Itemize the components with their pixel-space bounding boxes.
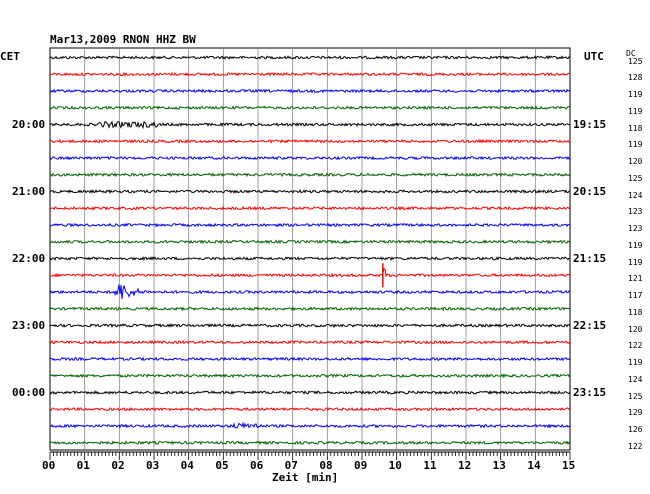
- dc-offset-label: 125: [628, 391, 643, 401]
- dc-offset-label: 124: [628, 190, 643, 200]
- trace-line: [49, 323, 571, 328]
- trace-line: [49, 339, 571, 345]
- dc-offset-label: 129: [628, 408, 643, 418]
- plot-frame: [49, 47, 571, 451]
- trace-line: [49, 390, 571, 395]
- right-timezone-label: UTC: [584, 50, 604, 63]
- x-tick-label: 15: [562, 459, 576, 472]
- trace-line: [49, 138, 571, 144]
- x-tick-label: 05: [215, 459, 229, 472]
- trace-line: [49, 306, 571, 312]
- trace-line: [49, 256, 571, 261]
- x-tick-label: 04: [180, 459, 194, 472]
- x-tick-label: 13: [492, 459, 506, 472]
- left-timezone-label: CET: [0, 50, 20, 63]
- trace-line: [49, 356, 571, 362]
- dc-offset-label: 119: [628, 358, 643, 367]
- dc-offset-label: 119: [628, 106, 643, 116]
- chart-title: Mar13,2009 RNON HHZ BW: [50, 33, 196, 46]
- x-tick-label: 02: [111, 459, 125, 472]
- dc-offset-label: 123: [628, 224, 643, 233]
- x-tick-label: 01: [76, 459, 90, 472]
- left-time-label: 22:00: [12, 251, 46, 265]
- trace-line: [49, 284, 571, 300]
- x-tick-label: 06: [250, 459, 264, 472]
- dc-offset-label: 126: [628, 425, 643, 434]
- dc-offset-label: 118: [628, 307, 643, 317]
- dc-offset-label: 122: [628, 341, 643, 351]
- dc-offset-label: 119: [628, 240, 643, 250]
- x-tick-label: 10: [388, 459, 402, 472]
- left-time-label: 00:00: [12, 385, 46, 399]
- dc-offset-label: 124: [628, 374, 643, 384]
- x-tick-label: 07: [284, 459, 298, 472]
- trace-line: [49, 239, 571, 245]
- trace-line: [49, 120, 571, 130]
- trace-line: [49, 55, 571, 60]
- right-time-label: 23:15: [573, 385, 607, 399]
- dc-offset-label: 120: [628, 324, 643, 334]
- trace-line: [49, 440, 571, 446]
- trace-line: [49, 88, 571, 94]
- left-time-label: 23:00: [12, 318, 46, 332]
- x-tick-label: 08: [319, 459, 333, 472]
- dc-offset-label: 121: [628, 274, 643, 284]
- x-tick-label: 12: [458, 459, 472, 472]
- dc-offset-label: 125: [628, 56, 643, 66]
- x-tick-label: 14: [527, 459, 541, 472]
- trace-line: [49, 421, 571, 430]
- x-tick-label: 00: [42, 459, 56, 472]
- trace-line: [49, 188, 571, 194]
- dc-offset-label: 119: [628, 140, 643, 150]
- right-time-label: 19:15: [573, 117, 607, 131]
- dc-offset-label: 125: [628, 173, 643, 183]
- x-axis-label: Zeit [min]: [272, 471, 339, 484]
- x-tick-label: 03: [146, 459, 160, 472]
- dc-offset-label: 120: [628, 157, 643, 166]
- x-tick-label: 09: [354, 459, 368, 472]
- trace-line: [49, 105, 571, 111]
- dc-offset-label: 119: [628, 90, 643, 99]
- right-time-label: 22:15: [573, 318, 607, 332]
- trace-line: [49, 205, 571, 211]
- dc-offset-label: 128: [628, 73, 643, 83]
- trace-line: [49, 406, 571, 412]
- right-time-label: 21:15: [573, 251, 607, 265]
- trace-line: [49, 71, 571, 77]
- dc-offset-label: 122: [628, 441, 643, 451]
- left-time-label: 21:00: [12, 184, 46, 198]
- x-tick-label: 11: [423, 459, 437, 472]
- trace-line: [49, 222, 571, 228]
- left-time-label: 20:00: [12, 117, 46, 131]
- dc-offset-label: 123: [628, 207, 643, 217]
- dc-offset-label: 119: [628, 257, 643, 267]
- trace-line: [49, 373, 571, 379]
- right-time-label: 20:15: [573, 184, 607, 198]
- trace-line: [49, 267, 571, 278]
- dc-header-label: DC: [626, 49, 636, 58]
- dc-offset-label: 118: [628, 123, 643, 133]
- trace-line: [49, 155, 571, 161]
- dc-offset-label: 117: [628, 291, 643, 300]
- trace-line: [49, 172, 571, 178]
